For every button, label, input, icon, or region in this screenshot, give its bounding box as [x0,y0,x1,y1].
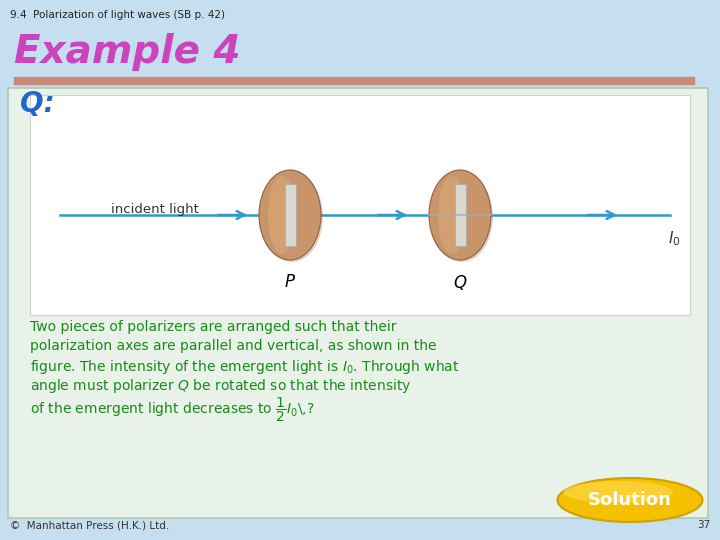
Text: $Q$: $Q$ [453,273,467,292]
Text: Q:: Q: [20,90,55,118]
Ellipse shape [429,170,491,260]
Ellipse shape [557,478,703,522]
Bar [285,184,296,246]
Text: $I_0$: $I_0$ [668,229,680,248]
Text: of the emergent light decreases to $\dfrac{1}{2}I_0$\,?: of the emergent light decreases to $\dfr… [30,396,315,424]
Ellipse shape [261,172,323,262]
Bar [14,77,694,84]
Text: 9.4  Polarization of light waves (SB p. 42): 9.4 Polarization of light waves (SB p. 4… [10,10,225,20]
Ellipse shape [563,481,673,503]
Text: ©  Manhattan Press (H.K.) Ltd.: © Manhattan Press (H.K.) Ltd. [10,520,169,530]
Text: 37: 37 [697,520,710,530]
FancyBboxPatch shape [30,95,690,315]
Text: Solution: Solution [588,491,672,509]
Bar [455,184,466,246]
Ellipse shape [438,176,466,254]
Ellipse shape [259,170,321,260]
Text: incident light: incident light [111,203,199,216]
FancyBboxPatch shape [8,88,708,518]
Text: Example 4: Example 4 [14,33,240,71]
Ellipse shape [431,172,493,262]
Text: figure. The intensity of the emergent light is $\mathit{I}_0$. Through what: figure. The intensity of the emergent li… [30,358,459,376]
Text: angle must polarizer $\mathit{Q}$ be rotated so that the intensity: angle must polarizer $\mathit{Q}$ be rot… [30,377,412,395]
Ellipse shape [268,176,296,254]
Text: $P$: $P$ [284,273,296,291]
Text: Two pieces of polarizers are arranged such that their: Two pieces of polarizers are arranged su… [30,320,397,334]
Text: polarization axes are parallel and vertical, as shown in the: polarization axes are parallel and verti… [30,339,436,353]
